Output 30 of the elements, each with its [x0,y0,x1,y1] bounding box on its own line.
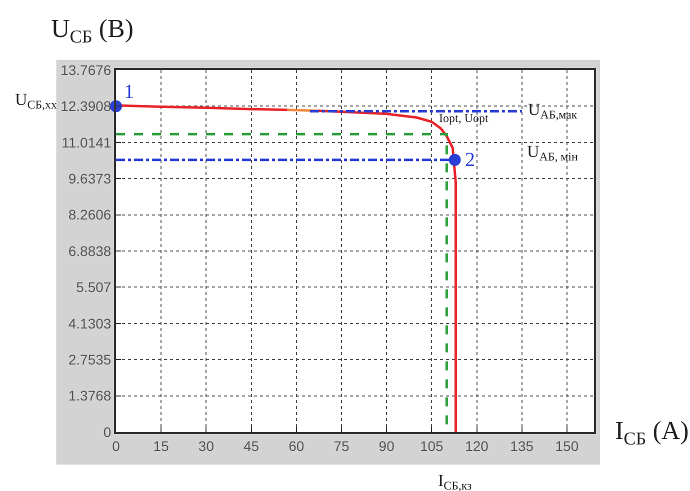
y-tick-label: 8.2606 [68,206,112,223]
x-axis-title: I$_{СБ}$ (A) [615,416,689,448]
y-tick-label: 9.6373 [68,170,112,186]
y-tick-label: 12.3908 [60,98,112,114]
y-tick-label: 5.507 [76,279,112,296]
x-tick-label: 135 [510,438,534,454]
x-tick-label: 75 [334,438,350,454]
annotation: 2 [465,149,475,171]
y-axis-title: U$_{СБ}$ (B) [51,14,134,46]
y-tick-label: 6.8838 [68,242,112,259]
annotation: I$_{СБ,кз}$ [438,471,472,491]
x-tick-label: 60 [288,438,304,454]
y-tick-label: 2.7535 [68,352,112,368]
annotation: 1 [124,81,134,103]
x-tick-label: 30 [198,438,214,454]
y-tick-label: 13.7676 [60,62,112,78]
annotation: Iopt, Uopt [439,111,489,125]
x-tick-label: 150 [555,438,579,454]
y-tick-label: 1.3768 [68,388,112,404]
y-tick-label: 0 [103,424,112,440]
text: U$_{СБ,хх}$ [15,90,57,112]
x-tick-label: 90 [378,438,395,454]
annotation: U$_{АБ,мак}$ [528,100,578,122]
annotation: U$_{АБ, мін}$ [527,142,578,164]
x-tick-label: 120 [465,438,489,454]
x-tick-label: 15 [153,438,170,454]
y-tick-label: 11.0141 [62,134,112,150]
x-tick-label: 45 [243,438,260,454]
y-tick-label: 4.1303 [68,315,112,332]
x-tick-label: 105 [420,438,444,454]
